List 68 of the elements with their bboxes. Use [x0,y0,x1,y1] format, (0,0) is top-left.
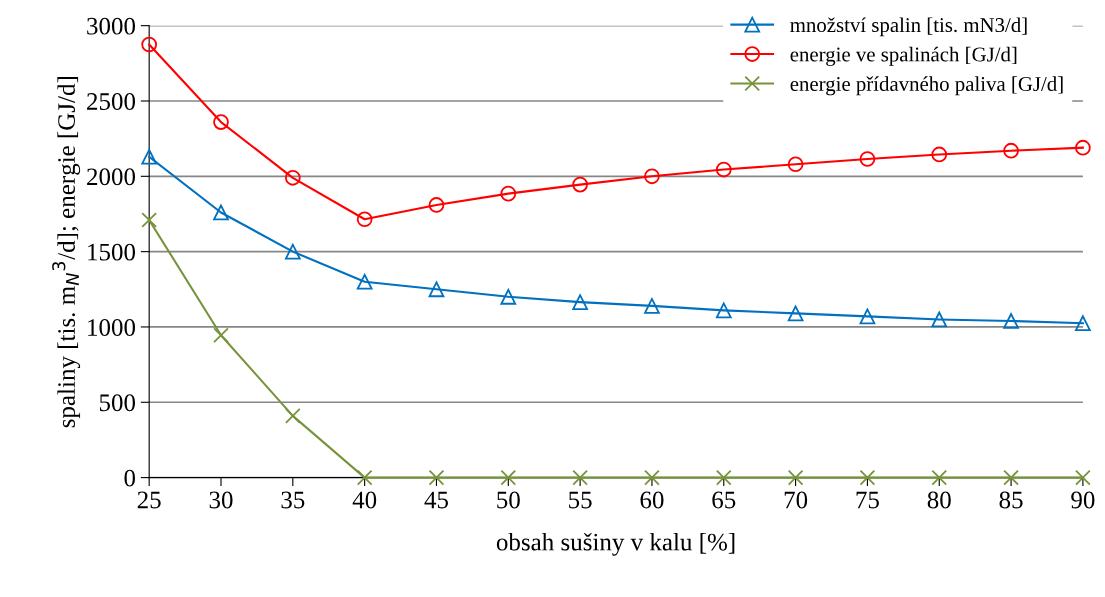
point [213,204,229,221]
x-tick-label: 85 [999,491,1023,509]
x-axis-title: obsah sušiny v kalu [%] [496,532,735,556]
x-tick-label: 50 [497,491,520,509]
point [859,469,876,486]
point [213,327,229,344]
y-tick-label: 2500 [87,93,136,110]
x-tick-label: 25 [137,491,161,509]
x-tick-label: 65 [712,491,736,509]
legend-label: energie ve spalinách [GJ/d] [790,46,1017,66]
point [141,212,158,228]
point [1075,139,1091,156]
point [572,469,588,486]
point [1003,142,1019,159]
x-tick-label: 35 [281,491,305,509]
y-tick-label: 3000 [87,17,136,35]
point [284,243,301,260]
point [644,469,660,486]
point [284,407,301,424]
point [1003,313,1019,329]
point [500,288,517,305]
point [644,168,660,185]
point [931,469,948,486]
point [787,305,804,322]
point [141,148,158,165]
point [859,151,876,167]
point [572,294,588,310]
point [428,469,445,486]
x-tick-label: 55 [569,491,592,509]
point [356,273,373,290]
point [572,176,588,193]
point [715,161,732,178]
x-tick-label: 45 [424,491,448,509]
point [931,311,948,328]
legend-label: množství spalin [tis. mN3/d] [790,17,1027,37]
y-axis-title: spaliny [tis. m$_{N}$$^{3}$/d]; energie [GJ/d] [52,77,81,428]
point [500,469,517,486]
point [1003,469,1019,486]
x-tick-label: 75 [856,491,879,509]
point [141,36,158,53]
point [284,169,301,186]
y-tick-label: 2000 [87,168,136,186]
point [428,281,445,298]
x-tick-label: 60 [640,491,664,509]
point [787,156,804,173]
x-tick-label: 40 [352,491,377,509]
point [931,146,948,163]
point [644,298,660,314]
point [715,302,732,319]
legend-label: energie přídavného paliva [GJ/d] [790,76,1063,96]
y-tick-label: 1000 [88,319,136,336]
point [787,469,804,486]
x-tick-label: 90 [1071,491,1095,509]
point [356,211,373,228]
y-tick-label: 0 [124,469,136,487]
x-tick-label: 70 [784,491,808,509]
point [859,308,876,325]
point [500,185,517,202]
point [428,197,445,213]
y-tick-label: 500 [99,394,136,412]
x-tick-label: 80 [927,491,951,509]
x-tick-label: 30 [209,491,233,509]
point [356,469,373,486]
point [1075,315,1091,332]
point [715,469,732,486]
point [1075,469,1091,486]
point [213,114,229,130]
y-tick-label: 1500 [88,243,136,261]
